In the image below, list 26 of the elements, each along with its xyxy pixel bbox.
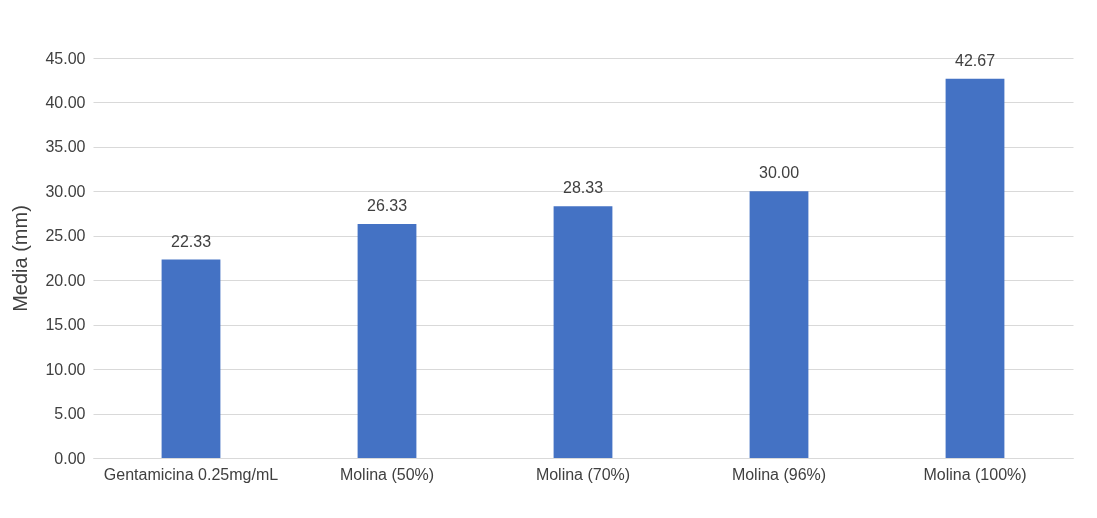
x-tick-label: Molina (70%) [535,465,631,483]
y-tick-label: 35.00 [45,138,86,156]
x-tick-label: Molina (100%) [923,465,1027,483]
y-tick-label: 20.00 [45,271,86,289]
data-label: 28.33 [562,179,604,197]
bar [749,191,809,458]
data-label: 42.67 [954,51,996,69]
y-tick-label: 30.00 [45,182,86,200]
data-label: 22.33 [170,232,212,250]
y-tick-label: 40.00 [45,93,86,111]
data-label: 26.33 [366,196,408,214]
bar [945,78,1005,458]
y-tick-label: 25.00 [45,227,86,245]
bar [161,259,221,458]
y-tick-label: 0.00 [54,449,86,467]
x-tick-label: Molina (50%) [339,465,435,483]
data-label: 30.00 [758,164,800,182]
bar [357,223,417,458]
y-tick-label: 10.00 [45,360,86,378]
y-tick-label: 15.00 [45,316,86,334]
bar [553,206,613,458]
x-tick-label: Gentamicina 0.25mg/mL [103,465,279,483]
x-tick-label: Molina (96%) [731,465,827,483]
y-axis-title: Media (mm) [9,205,32,312]
y-tick-label: 5.00 [54,405,86,423]
y-tick-label: 45.00 [45,49,86,67]
